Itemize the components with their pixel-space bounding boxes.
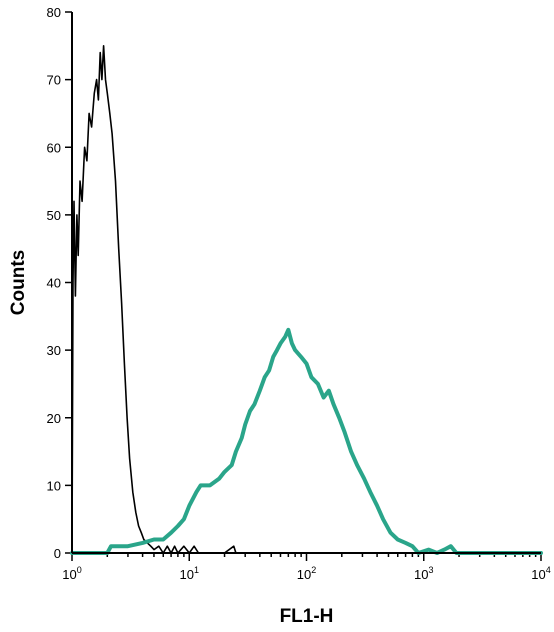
x-tick-label: 101 (180, 565, 199, 582)
x-tick-base: 10 (297, 567, 311, 582)
y-tick-label: 0 (54, 546, 61, 561)
y-tick-label: 60 (47, 140, 61, 155)
histogram-line-teal (70, 327, 543, 555)
y-tick-label: 30 (47, 343, 61, 358)
x-tick-label: 104 (531, 565, 550, 582)
y-tick-label: 40 (47, 276, 61, 291)
x-axis-ticks: 100 101 102 103 104 (62, 553, 551, 582)
y-tick-label: 10 (47, 478, 61, 493)
x-tick-exponent: 4 (546, 565, 551, 575)
x-tick-base: 10 (414, 567, 428, 582)
histogram-line-black (71, 44, 542, 554)
x-tick-label: 100 (62, 565, 81, 582)
x-tick-base: 10 (531, 567, 545, 582)
y-tick-label: 80 (47, 5, 61, 20)
y-axis-ticks: 0 10 20 30 40 50 60 70 80 (47, 5, 72, 561)
y-tick-label: 70 (47, 73, 61, 88)
y-axis-title: Counts (8, 250, 29, 315)
x-tick-base: 10 (180, 567, 194, 582)
x-tick-exponent: 1 (194, 565, 199, 575)
x-axis-title: FL1-H (280, 606, 334, 627)
x-tick-exponent: 2 (311, 565, 316, 575)
histogram-series (70, 44, 543, 555)
x-tick-exponent: 3 (428, 565, 433, 575)
x-tick-exponent: 0 (77, 565, 82, 575)
x-tick-label: 102 (297, 565, 316, 582)
y-tick-label: 20 (47, 411, 61, 426)
x-tick-label: 103 (414, 565, 433, 582)
y-tick-label: 50 (47, 208, 61, 223)
x-tick-base: 10 (62, 567, 76, 582)
